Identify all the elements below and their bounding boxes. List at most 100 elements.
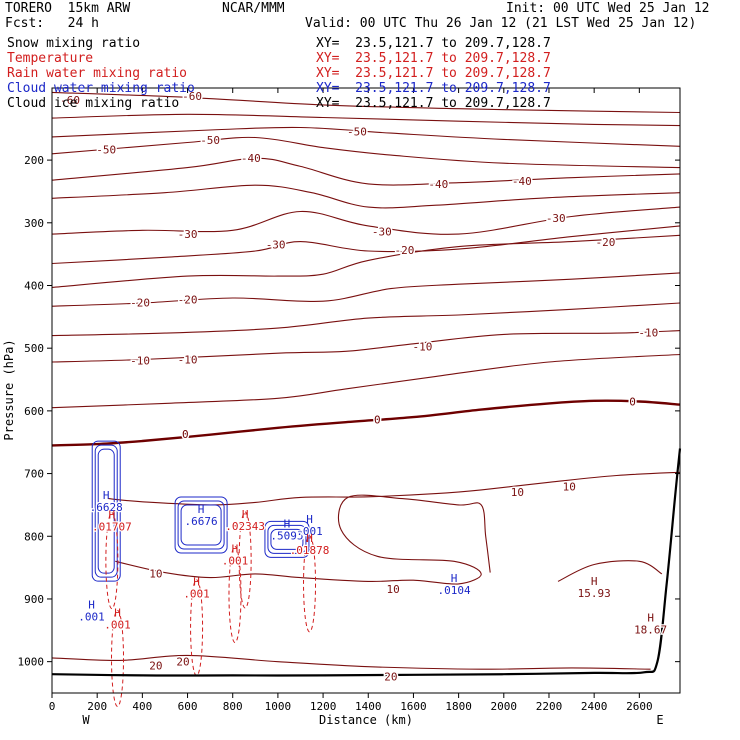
- cloud-water-contour: [174, 496, 228, 554]
- isotherm-line: [51, 353, 681, 409]
- contour-label: 0: [182, 428, 189, 441]
- legend-field: Temperature: [7, 51, 94, 66]
- model-name: TORERO 15km ARW: [5, 1, 131, 16]
- isotherm-line: [51, 184, 681, 209]
- isotherm-line: [108, 471, 681, 506]
- contour-label: 0: [629, 395, 636, 408]
- x-tick-label: 400: [132, 700, 152, 713]
- valid-time: Valid: 00 UTC Thu 26 Jan 12 (21 LST Wed …: [305, 16, 697, 31]
- contour-label: 10: [563, 481, 576, 494]
- isotherm-line: [51, 272, 681, 307]
- maximum-marker: H: [284, 517, 291, 530]
- contour-label: -50: [96, 143, 116, 156]
- terrain-surface-line: [51, 448, 682, 677]
- init-time: Init: 00 UTC Wed 25 Jan 12: [506, 1, 710, 16]
- maximum-value: .6628: [90, 501, 123, 514]
- cloud-water-contour: [267, 524, 307, 554]
- legend-field: Snow mixing ratio: [7, 36, 141, 51]
- contour-label: 20: [384, 671, 397, 684]
- legend-xy: XY= 23.5,121.7 to 209.7,128.7: [316, 96, 551, 111]
- y-tick-label: 300: [24, 217, 44, 230]
- legend-xy: XY= 23.5,121.7 to 209.7,128.7: [316, 51, 551, 66]
- maximum-marker: H: [591, 575, 598, 588]
- maximum-marker: H: [647, 611, 654, 624]
- contour-label: 20: [149, 659, 162, 672]
- contour-label: -60: [182, 90, 202, 103]
- y-tick-label: 400: [24, 279, 44, 292]
- isotherm-line: [51, 126, 681, 147]
- legend-xy: XY= 23.5,121.7 to 209.7,128.7: [316, 81, 551, 96]
- maximum-value: .5095: [270, 529, 303, 542]
- cloud-water-contour: [180, 504, 222, 546]
- y-tick-label: 500: [24, 342, 44, 355]
- isotherm-line: [51, 654, 651, 670]
- cloud-water-contour: [270, 528, 304, 550]
- contour-label: -10: [130, 355, 150, 368]
- maximum-marker: H: [114, 606, 121, 619]
- isotherm-line: [51, 234, 681, 288]
- contour-label: -10: [178, 353, 198, 366]
- x-axis-title: Distance (km): [319, 713, 413, 727]
- x-tick-label: 1800: [445, 700, 472, 713]
- legend-field: Rain water mixing ratio: [7, 66, 188, 81]
- isotherm-line: [51, 91, 681, 114]
- east-label: E: [656, 713, 663, 727]
- contour-label: -20: [394, 244, 414, 257]
- maximum-marker: H: [198, 503, 205, 516]
- isotherm-layer: [51, 91, 681, 670]
- isotherm-line: [557, 560, 663, 582]
- maximum-value: .001: [104, 618, 131, 631]
- contour-label: 0: [374, 414, 381, 427]
- y-tick-label: 600: [24, 405, 44, 418]
- legend-xy: XY= 23.5,121.7 to 209.7,128.7: [316, 66, 551, 81]
- contour-label: 10: [149, 567, 162, 580]
- contour-label: -20: [130, 296, 150, 309]
- contour-label: -30: [178, 228, 198, 241]
- x-tick-label: 2600: [626, 700, 653, 713]
- x-tick-label: 1600: [400, 700, 427, 713]
- contour-label: -30: [372, 226, 392, 239]
- maximum-value: .6676: [185, 515, 218, 528]
- rain-water-contour: [228, 545, 242, 643]
- maximum-marker: H: [232, 542, 239, 555]
- maximum-value: 18.67: [634, 623, 667, 636]
- x-tick-label: 2400: [581, 700, 608, 713]
- maximum-value: .001: [296, 525, 323, 538]
- y-tick-label: 1000: [18, 656, 45, 669]
- contour-label: -10: [413, 340, 433, 353]
- y-tick-label: 700: [24, 468, 44, 481]
- x-tick-label: 200: [87, 700, 107, 713]
- x-tick-label: 1000: [265, 700, 292, 713]
- maximum-marker: H: [103, 489, 110, 502]
- rain-water-layer: [105, 511, 317, 707]
- legend-field: Cloud ice mixing ratio: [7, 96, 180, 111]
- y-tick-label: 200: [24, 154, 44, 167]
- cloud-water-contour: [177, 500, 225, 550]
- maximum-marker: H: [88, 598, 95, 611]
- maximum-value: .0104: [438, 584, 471, 597]
- maximum-value: .02343: [225, 520, 265, 533]
- isotherm-line: [115, 494, 491, 585]
- cloud-water-contour: [264, 520, 310, 558]
- maximum-value: .001: [183, 588, 210, 601]
- y-tick-label: 800: [24, 530, 44, 543]
- maximum-marker: H: [451, 572, 458, 585]
- center-name: NCAR/MMM: [222, 1, 285, 16]
- isotherm-line: [51, 206, 681, 235]
- contour-label: -50: [347, 125, 367, 138]
- contour-label: -40: [428, 178, 448, 191]
- rain-water-contour: [303, 535, 317, 633]
- isotherm-line: [51, 225, 681, 265]
- x-tick-label: 2000: [491, 700, 518, 713]
- x-tick-label: 1200: [310, 700, 337, 713]
- maximum-value: .001: [78, 610, 105, 623]
- x-tick-label: 800: [223, 700, 243, 713]
- x-tick-label: 1400: [355, 700, 382, 713]
- contour-label: -30: [266, 239, 286, 252]
- maximum-value: 15.93: [578, 587, 611, 600]
- isotherm-line: [51, 113, 681, 127]
- isotherm-line: [51, 330, 681, 363]
- contour-label: -20: [178, 293, 198, 306]
- isotherm-line: [51, 302, 681, 337]
